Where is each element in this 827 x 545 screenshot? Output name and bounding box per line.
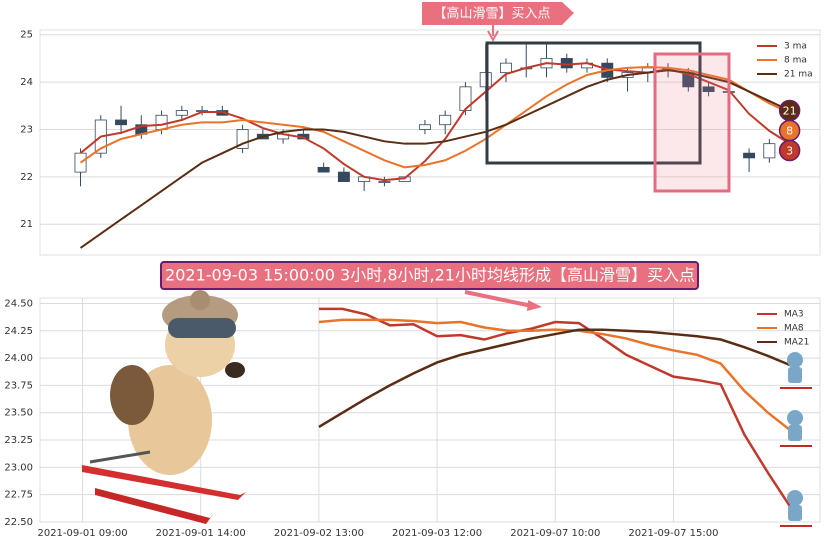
y-tick-label: 24.25: [4, 326, 33, 337]
end-marker: [778, 139, 801, 162]
y-tick-label: 23.25: [4, 435, 33, 446]
candle-body: [115, 119, 128, 126]
annotation-text: 【高山滑雪】买入点: [433, 6, 550, 22]
candle-body: [175, 110, 188, 116]
candle-body: [743, 152, 756, 159]
end-label: 8: [786, 125, 793, 138]
candle-body: [378, 181, 391, 183]
legend-label: 21 ma: [784, 70, 813, 80]
x-tick-label: 2021-09-01 09:00: [37, 528, 127, 539]
y-tick-label: 24.50: [4, 298, 33, 309]
candle-body: [317, 166, 330, 173]
series-line: [318, 307, 793, 510]
candle-body: [702, 86, 715, 92]
banner-text: 2021-09-03 15:00:00 3小时,8小时,21小时均线形成【高山滑…: [165, 266, 695, 285]
highlight-box: [485, 41, 702, 165]
y-tick-label: 22: [20, 172, 33, 183]
y-tick-label: 25: [20, 30, 33, 41]
banner-arrow-head: [527, 300, 542, 311]
candle-body: [418, 124, 431, 130]
legend-label: MA8: [784, 324, 804, 334]
y-tick-label: 23.75: [4, 380, 33, 391]
banner-arrow: [464, 290, 533, 308]
y-tick-label: 24.00: [4, 353, 33, 364]
candle-body: [763, 143, 776, 159]
y-tick-label: 23.00: [4, 462, 33, 473]
y-tick-label: 22.50: [4, 517, 33, 528]
candle-body: [500, 62, 512, 74]
x-tick-label: 2021-09-03 12:00: [392, 528, 482, 539]
x-tick-label: 2021-09-07 15:00: [628, 528, 718, 539]
candle-body: [74, 152, 87, 173]
annotation-arrow: [487, 25, 499, 43]
y-tick-label: 21: [20, 219, 33, 230]
series-line: [318, 318, 793, 433]
legend-label: MA3: [784, 310, 804, 320]
y-tick-label: 22.75: [4, 490, 33, 501]
y-tick-label: 23.50: [4, 408, 33, 419]
x-tick-label: 2021-09-02 13:00: [274, 528, 364, 539]
legend-label: MA21: [784, 338, 809, 348]
end-label: 3: [786, 145, 793, 158]
series-line: [318, 328, 793, 429]
dog-illustration: [82, 290, 246, 524]
legend-label: 8 ma: [784, 56, 807, 66]
banner: [160, 261, 699, 290]
candle-body: [155, 114, 168, 130]
ma-line: [79, 69, 791, 249]
candle-body: [560, 58, 573, 69]
candle-body: [337, 171, 350, 182]
legend-label: 3 ma: [784, 42, 807, 52]
ma-line: [79, 65, 791, 169]
y-tick-label: 23: [20, 124, 33, 135]
x-tick-label: 2021-09-07 10:00: [510, 528, 600, 539]
annotation-box: [422, 2, 574, 25]
x-tick-label: 2021-09-01 14:00: [156, 528, 246, 539]
y-tick-label: 24: [20, 77, 33, 88]
candle-body: [439, 114, 452, 126]
highlight-box: [653, 52, 731, 193]
end-label: 21: [783, 105, 797, 118]
skier-icons: [780, 352, 812, 527]
candle-body: [236, 129, 249, 149]
